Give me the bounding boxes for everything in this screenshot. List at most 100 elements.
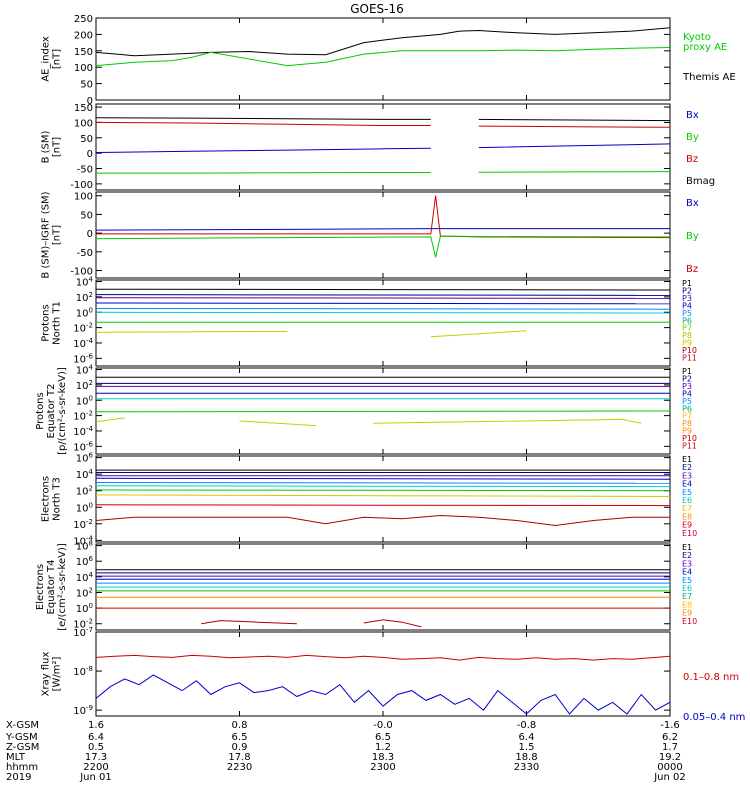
y-axis-label: AE_index [nT] [41, 36, 63, 82]
legend-label: E5 [682, 576, 692, 585]
series-p1 [95, 288, 671, 291]
legend-label: E5 [682, 488, 692, 497]
legend-label: P10 [682, 434, 697, 443]
legend-label: Bz [686, 154, 698, 165]
orbit-value: 17.8 [228, 752, 250, 763]
legend-label: By [686, 132, 699, 143]
series-by [95, 235, 671, 258]
y-tick-label: 100 [74, 192, 93, 203]
y-axis-label: B (SM) [nT] [41, 130, 63, 163]
y-tick-label: 10-2 [73, 518, 93, 531]
series-p4 [95, 302, 671, 305]
y-tick-label: 10-6 [73, 440, 93, 453]
legend-label: E7 [682, 504, 692, 513]
orbit-value: Jun 01 [79, 772, 112, 783]
legend-label: E9 [682, 609, 692, 618]
legend-label: P6 [682, 404, 692, 413]
y-axis-label-line: AE_index [41, 36, 52, 82]
legend-label: P5 [682, 309, 692, 318]
legend-label: P6 [682, 316, 692, 325]
y-axis-label-line: Electrons [35, 564, 46, 610]
series-e4 [95, 477, 671, 480]
panel-bsm: 150 100 50 0 -50 -100 B (SM) [nT] Bx By Bz Bmag [41, 103, 716, 191]
y-tick-label: 104 [76, 468, 94, 481]
orbit-value: 6.5 [375, 732, 391, 743]
y-axis-label: Electrons Equator T4 [e/(cm²-s-sr-keV)] [35, 543, 68, 631]
y-tick-label: 104 [76, 276, 94, 289]
series-p7 [95, 417, 642, 427]
orbit-row-label: X-GSM [6, 720, 39, 731]
orbit-value: 0000 [657, 762, 682, 773]
orbit-value: 6.4 [88, 732, 104, 743]
orbit-value: 1.7 [662, 742, 678, 753]
y-tick-label: 0 [87, 149, 93, 160]
y-axis-label-line: North T1 [52, 301, 63, 345]
series-p5 [95, 307, 671, 310]
legend-label: E3 [682, 471, 692, 480]
y-tick-label: 100 [74, 63, 93, 74]
orbit-value: 19.2 [659, 752, 681, 763]
series-e8 [95, 494, 671, 497]
legend-label: Bx [686, 110, 699, 121]
orbit-value: 0.8 [232, 720, 248, 731]
y-tick-label: 106 [76, 452, 94, 465]
y-axis-label-line: [W/m²] [52, 656, 63, 691]
orbit-value: 2230 [227, 762, 252, 773]
legend-label: E8 [682, 512, 692, 521]
orbit-row-label: hhmm [6, 762, 38, 773]
y-axis-label-line: [nT] [52, 137, 63, 157]
y-tick-label: -100 [70, 180, 93, 191]
y-tick-label: 102 [76, 586, 93, 599]
y-tick-label: 10-2 [73, 410, 93, 423]
series-bx [95, 228, 670, 231]
panel-frame [95, 103, 671, 191]
legend-label: P4 [682, 301, 692, 310]
y-axis-label-line: Equator T2 [46, 384, 57, 439]
orbit-axis-table: X-GSMY-GSMZ-GSMMLThhmm20191.66.40.517.32… [5, 720, 686, 783]
y-tick-label: 10-4 [73, 534, 93, 547]
legend-label: P8 [682, 419, 692, 428]
orbit-value: 2330 [514, 762, 539, 773]
legend-label: Bz [686, 264, 698, 275]
orbit-value: 6.2 [662, 732, 678, 743]
y-tick-label: 10-7 [73, 626, 93, 639]
legend-label: E8 [682, 600, 692, 609]
orbit-value: 18.8 [515, 752, 537, 763]
series-by [96, 171, 671, 174]
y-tick-label: 100 [74, 118, 93, 129]
panel-eeq: 108 106 104 102 100 10-2 Electrons Equator T4 [e… [35, 540, 697, 631]
orbit-value: 17.3 [85, 752, 107, 763]
series-bx [95, 143, 671, 153]
series-themis-ae [95, 27, 671, 57]
series-bz [95, 121, 671, 128]
orbit-value: 2300 [370, 762, 395, 773]
y-axis-label-line: B (SM)–IGRF (SM) [41, 191, 52, 278]
legend-label: E6 [682, 584, 692, 593]
orbit-row-label: MLT [6, 752, 26, 763]
panel-xray: 10-7 10-8 10-9 Xray flux [W/m²] 0.1–0.8 nm 0.0… [41, 626, 746, 723]
y-axis-label: Protons Equator T2 [p/(cm²-s-sr-keV)] [35, 367, 68, 455]
y-axis-label: B (SM)–IGRF (SM) [nT] [41, 191, 63, 278]
legend-label: Themis AE [682, 72, 736, 83]
legend-label: 0.05–0.4 nm [683, 712, 745, 723]
legend-label: Bx [686, 198, 699, 209]
legend-label: P10 [682, 346, 697, 355]
y-tick-label: 102 [76, 291, 93, 304]
legend-label: P8 [682, 331, 692, 340]
panel-frame [95, 191, 671, 279]
orbit-value: 1.6 [88, 720, 104, 731]
legend-label: E9 [682, 521, 692, 530]
legend-label: E2 [682, 551, 692, 560]
legend-label: E6 [682, 496, 692, 505]
series-p8 [95, 330, 527, 338]
y-tick-label: 0 [87, 96, 93, 107]
legend-label: P4 [682, 389, 692, 398]
series-p6 [95, 311, 671, 314]
orbit-value: 0.9 [232, 742, 248, 753]
legend-label: P7 [682, 324, 692, 333]
legend-label: proxy AE [683, 42, 727, 53]
legend-label: P11 [682, 354, 697, 363]
